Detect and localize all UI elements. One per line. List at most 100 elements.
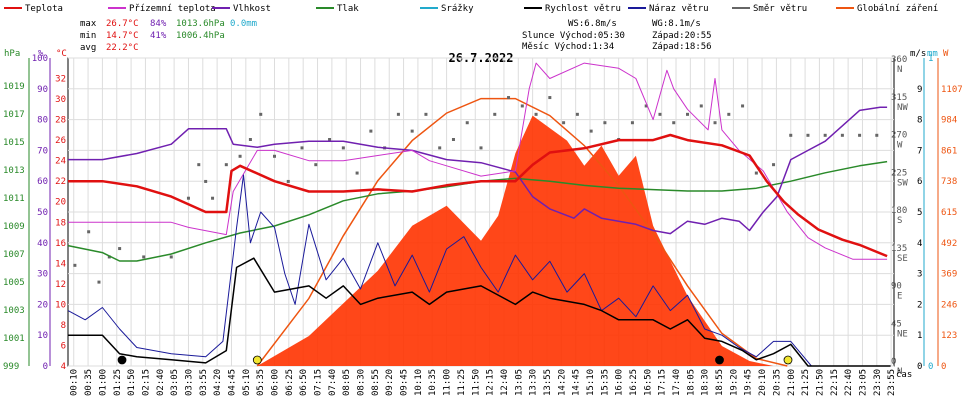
- wind-direction-point-16: [286, 179, 290, 183]
- tick-press-0: 999: [3, 362, 19, 372]
- tick-x-9: 03:55: [199, 369, 209, 396]
- marker-moonset: [715, 355, 724, 365]
- info-sunset: Západ:20:55: [652, 31, 712, 41]
- tick-temp-7: 18: [55, 218, 66, 228]
- tick-x-36: 15:10: [586, 369, 596, 396]
- wind-direction-point-25: [410, 129, 414, 133]
- series-radiation-area: [257, 115, 774, 366]
- tick-rad-6: 738: [941, 177, 957, 187]
- tick-x-3: 01:25: [113, 369, 123, 396]
- wind-direction-point-39: [603, 121, 607, 125]
- stat-min-label: min: [80, 31, 96, 41]
- tick-x-42: 17:40: [672, 369, 682, 396]
- tick-x-52: 21:50: [815, 369, 825, 396]
- wind-direction-point-24: [396, 112, 400, 116]
- tick-hum-5: 50: [37, 208, 48, 218]
- wind-direction-point-20: [341, 146, 345, 150]
- tick-rain-1: 1: [928, 54, 933, 64]
- stat-avg-label: avg: [80, 43, 96, 53]
- tick-rad-3: 369: [941, 270, 957, 280]
- legend-label-5: Rychlost větru: [545, 4, 621, 14]
- tick-x-45: 18:55: [715, 369, 725, 396]
- tick-temp-10: 24: [55, 157, 66, 167]
- stat-max-hum: 84%: [150, 19, 167, 29]
- tick-dir-deg-4: 180: [891, 206, 907, 216]
- tick-hum-7: 70: [37, 146, 48, 156]
- wind-direction-point-55: [840, 133, 844, 137]
- tick-x-22: 09:20: [385, 369, 395, 396]
- tick-temp-11: 26: [55, 136, 66, 146]
- legend-label-1: Přízemní teplota: [129, 4, 216, 14]
- legend-label-3: Tlak: [337, 4, 359, 14]
- tick-press-5: 1009: [3, 222, 25, 232]
- wind-direction-point-32: [507, 96, 511, 100]
- tick-dir-deg-7: 315: [891, 93, 907, 103]
- tick-press-9: 1017: [3, 110, 25, 120]
- tick-temp-6: 16: [55, 239, 66, 249]
- tick-rad-0: 0: [941, 362, 946, 372]
- axis-unit-wind: m/s: [910, 49, 926, 59]
- tick-dir-deg-5: 225: [891, 168, 907, 178]
- stat-max-press: 1013.6hPa: [176, 19, 225, 29]
- tick-press-7: 1013: [3, 166, 25, 176]
- tick-dir-deg-8: 360: [891, 55, 907, 65]
- tick-wind-5: 5: [917, 208, 922, 218]
- legend-label-0: Teplota: [25, 4, 63, 14]
- marker-sunset: [783, 355, 793, 365]
- tick-x-27: 11:25: [457, 369, 467, 396]
- tick-dir-deg-3: 135: [891, 244, 907, 254]
- stat-max-label: max: [80, 19, 97, 29]
- wind-direction-point-48: [727, 112, 731, 116]
- tick-x-4: 01:50: [127, 369, 137, 396]
- tick-rad-5: 615: [941, 208, 957, 218]
- tick-wind-9: 9: [917, 85, 922, 95]
- wind-direction-point-1: [87, 230, 91, 234]
- tick-x-7: 03:05: [170, 369, 180, 396]
- axis-unit-rad: W: [943, 49, 949, 59]
- tick-x-49: 20:35: [772, 369, 782, 396]
- tick-rad-4: 492: [941, 239, 957, 249]
- tick-x-13: 05:35: [256, 369, 266, 396]
- wind-direction-point-57: [875, 133, 879, 137]
- wind-direction-point-18: [314, 163, 318, 167]
- tick-temp-14: 32: [55, 75, 66, 85]
- tick-hum-3: 30: [37, 270, 48, 280]
- series-line-teplota: [68, 133, 888, 258]
- tick-x-5: 02:15: [141, 369, 151, 396]
- tick-temp-0: 4: [61, 362, 66, 372]
- tick-temp-8: 20: [55, 198, 66, 208]
- wind-direction-point-38: [589, 129, 593, 133]
- tick-x-57: 23:55: [887, 369, 897, 396]
- wind-direction-point-45: [686, 112, 689, 116]
- tick-press-1: 1001: [3, 334, 25, 344]
- tick-press-6: 1011: [3, 194, 25, 204]
- legend-label-8: Globální záření: [857, 4, 938, 14]
- tick-wind-6: 6: [917, 177, 922, 187]
- tick-hum-9: 90: [37, 85, 48, 95]
- tick-x-28: 11:50: [471, 369, 481, 396]
- tick-x-38: 16:00: [615, 369, 625, 396]
- tick-x-19: 08:05: [342, 369, 352, 396]
- stat-min-hum: 41%: [150, 31, 167, 41]
- tick-x-53: 22:15: [830, 369, 840, 396]
- wind-direction-point-33: [520, 104, 524, 108]
- tick-x-31: 13:05: [514, 369, 524, 396]
- tick-x-32: 13:30: [529, 369, 539, 396]
- tick-x-29: 12:15: [486, 369, 496, 396]
- tick-dir-name-8: N: [897, 65, 902, 75]
- tick-rad-7: 861: [941, 146, 957, 156]
- tick-hum-2: 20: [37, 300, 48, 310]
- tick-hum-10: 100: [32, 54, 48, 64]
- tick-wind-0: 0: [917, 362, 922, 372]
- wind-direction-point-44: [672, 121, 676, 125]
- tick-wind-8: 8: [917, 116, 922, 126]
- wind-direction-point-34: [534, 112, 538, 116]
- wind-direction-point-21: [355, 171, 359, 175]
- wind-direction-point-47: [713, 121, 717, 125]
- wind-direction-point-54: [823, 133, 827, 137]
- tick-hum-1: 10: [37, 331, 48, 341]
- info-moon: Měsíc Východ:1:34: [522, 42, 614, 52]
- wind-direction-point-19: [328, 138, 332, 141]
